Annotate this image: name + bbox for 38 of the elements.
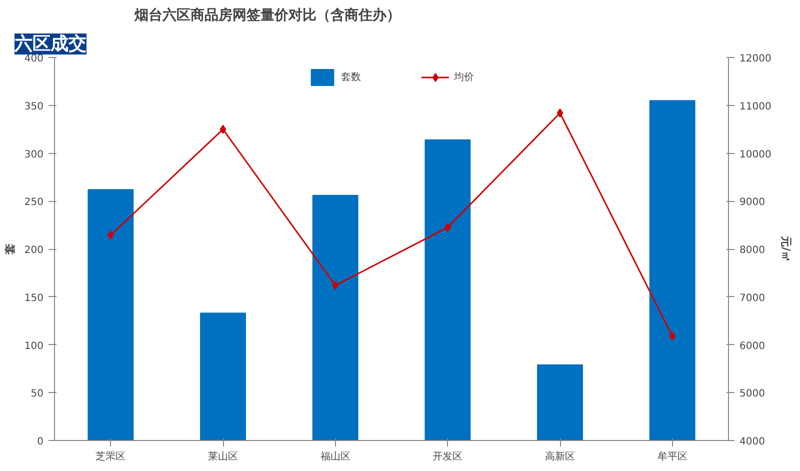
y-tick-label: 200 <box>24 245 44 256</box>
y-tick-label: 150 <box>24 292 44 304</box>
y2-axis-title: 元/㎡ <box>779 234 792 262</box>
bar <box>312 194 358 440</box>
y2-tick-label: 9000 <box>740 197 765 208</box>
y-tick-label: 0 <box>37 436 44 448</box>
x-tick-label: 高新区 <box>545 450 575 462</box>
bar <box>537 364 583 440</box>
x-tick-label: 开发区 <box>432 452 463 462</box>
y2-tick-label: 7000 <box>740 292 765 304</box>
y-tick-label: 250 <box>24 197 44 208</box>
y2-tick-label: 11000 <box>740 101 772 112</box>
point <box>220 124 226 134</box>
x-tick-label: 牟平区 <box>657 450 688 462</box>
y2-tick-label: 10000 <box>740 149 772 160</box>
y-tick-label: 400 <box>24 54 44 64</box>
bar <box>424 139 471 440</box>
x-tick-label: 芝罘区 <box>96 450 126 462</box>
y2-tick-label: 8000 <box>740 245 765 256</box>
y-tick-label: 300 <box>24 149 44 160</box>
x-tick-label: 莱山区 <box>208 450 238 462</box>
y-tick-label: 50 <box>30 388 44 400</box>
y2-tick-label: 6000 <box>740 340 765 352</box>
chart-title: 烟台六区商品房网签量价对比（含商住办） <box>134 6 400 24</box>
y-tick-label: 100 <box>24 340 44 352</box>
bar <box>88 189 134 440</box>
y2-tick-label: 4000 <box>740 436 765 448</box>
text: 六区成交 <box>14 34 86 54</box>
x-tick-label: 福山区 <box>320 450 350 462</box>
bar <box>649 100 696 440</box>
bar <box>200 312 246 440</box>
y-tick-label: 350 <box>24 101 44 112</box>
legend-label: 套数 <box>341 71 361 84</box>
legend-label: 均价 <box>454 71 474 84</box>
y2-tick-label: 12000 <box>740 54 772 64</box>
y2-tick-label: 5000 <box>740 388 765 400</box>
y-axis-title: 套 <box>3 244 16 256</box>
point <box>556 108 564 118</box>
